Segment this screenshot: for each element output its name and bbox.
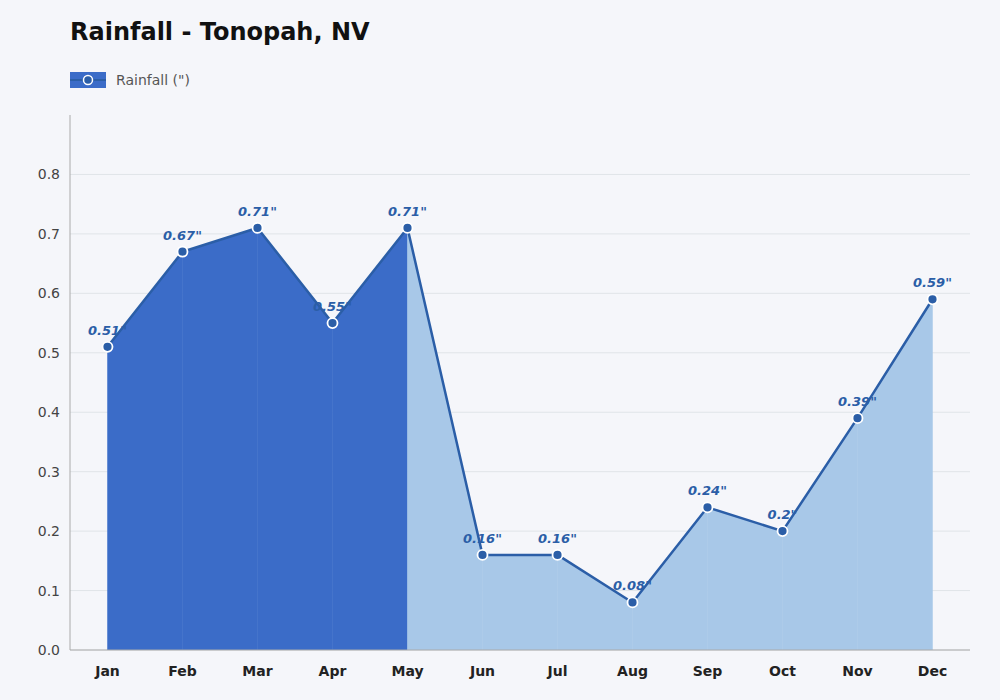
x-tick-label: Jul xyxy=(547,663,568,679)
marker xyxy=(553,550,563,560)
data-label: 0.24" xyxy=(688,483,727,498)
data-label: 0.16" xyxy=(463,531,502,546)
y-tick-label: 0.0 xyxy=(38,642,60,658)
y-tick-label: 0.4 xyxy=(38,404,60,420)
x-tick-label: Mar xyxy=(242,663,272,679)
legend-marker xyxy=(84,76,93,85)
data-label: 0.16" xyxy=(538,531,577,546)
data-label: 0.51" xyxy=(88,323,127,338)
marker xyxy=(928,294,938,304)
data-label: 0.59" xyxy=(913,275,952,290)
x-tick-label: Oct xyxy=(769,663,796,679)
marker xyxy=(703,502,713,512)
area-segment xyxy=(333,228,408,650)
y-tick-label: 0.2 xyxy=(38,523,60,539)
plot-area xyxy=(103,223,938,650)
line xyxy=(108,228,933,603)
marker xyxy=(403,223,413,233)
area-segment xyxy=(858,299,933,650)
x-tick-label: Dec xyxy=(918,663,947,679)
y-tick-label: 0.1 xyxy=(38,583,60,599)
grid-line xyxy=(70,650,970,651)
x-tick-label: Feb xyxy=(168,663,197,679)
x-axis-line xyxy=(70,650,970,651)
area-segment xyxy=(783,418,858,650)
data-label: 0.55" xyxy=(313,299,352,314)
marker xyxy=(253,223,263,233)
x-tick-label: Apr xyxy=(319,663,347,679)
marker xyxy=(178,247,188,257)
y-tick-label: 0.5 xyxy=(38,345,60,361)
x-tick-label: Nov xyxy=(842,663,872,679)
background xyxy=(0,0,1000,700)
marker xyxy=(778,526,788,536)
chart: Rainfall - Tonopah, NV 0.0 0.1 0.2 0.3 0.4 0.5… xyxy=(0,0,1000,700)
data-label: 0.71" xyxy=(388,204,427,219)
x-tick-label: Jan xyxy=(94,663,120,679)
data-label: 0.39" xyxy=(838,394,877,409)
marker xyxy=(328,318,338,328)
legend-swatch xyxy=(70,72,106,88)
y-tick-label: 0.8 xyxy=(38,166,60,182)
marker xyxy=(628,597,638,607)
area-segment xyxy=(558,555,633,650)
marker xyxy=(103,342,113,352)
x-tick-label: Aug xyxy=(617,663,648,679)
x-tick-label: Jun xyxy=(469,663,495,679)
marker xyxy=(478,550,488,560)
grid-line xyxy=(70,174,970,175)
y-axis-line xyxy=(70,115,71,650)
chart-container: Rainfall - Tonopah, NV 0.0 0.1 0.2 0.3 0.4 0.5… xyxy=(0,0,1000,700)
area-segment xyxy=(483,555,558,650)
area-segment xyxy=(258,228,333,650)
area-segment xyxy=(108,252,183,650)
area-segment xyxy=(183,228,258,650)
x-tick-label: Sep xyxy=(693,663,723,679)
legend: Rainfall (") xyxy=(70,72,190,88)
data-label: 0.08" xyxy=(613,578,652,593)
grid xyxy=(70,174,970,650)
data-label: 0.67" xyxy=(163,228,202,243)
area-segment xyxy=(408,228,483,650)
title: Rainfall - Tonopah, NV xyxy=(70,18,370,46)
y-tick-label: 0.3 xyxy=(38,464,60,480)
marker xyxy=(853,413,863,423)
grid-line xyxy=(70,233,970,234)
data-label: 0.2" xyxy=(768,507,798,522)
y-tick-label: 0.7 xyxy=(38,226,60,242)
x-tick-label: May xyxy=(391,663,423,679)
data-label: 0.71" xyxy=(238,204,277,219)
legend-label: Rainfall (") xyxy=(116,72,190,88)
y-tick-label: 0.6 xyxy=(38,285,60,301)
